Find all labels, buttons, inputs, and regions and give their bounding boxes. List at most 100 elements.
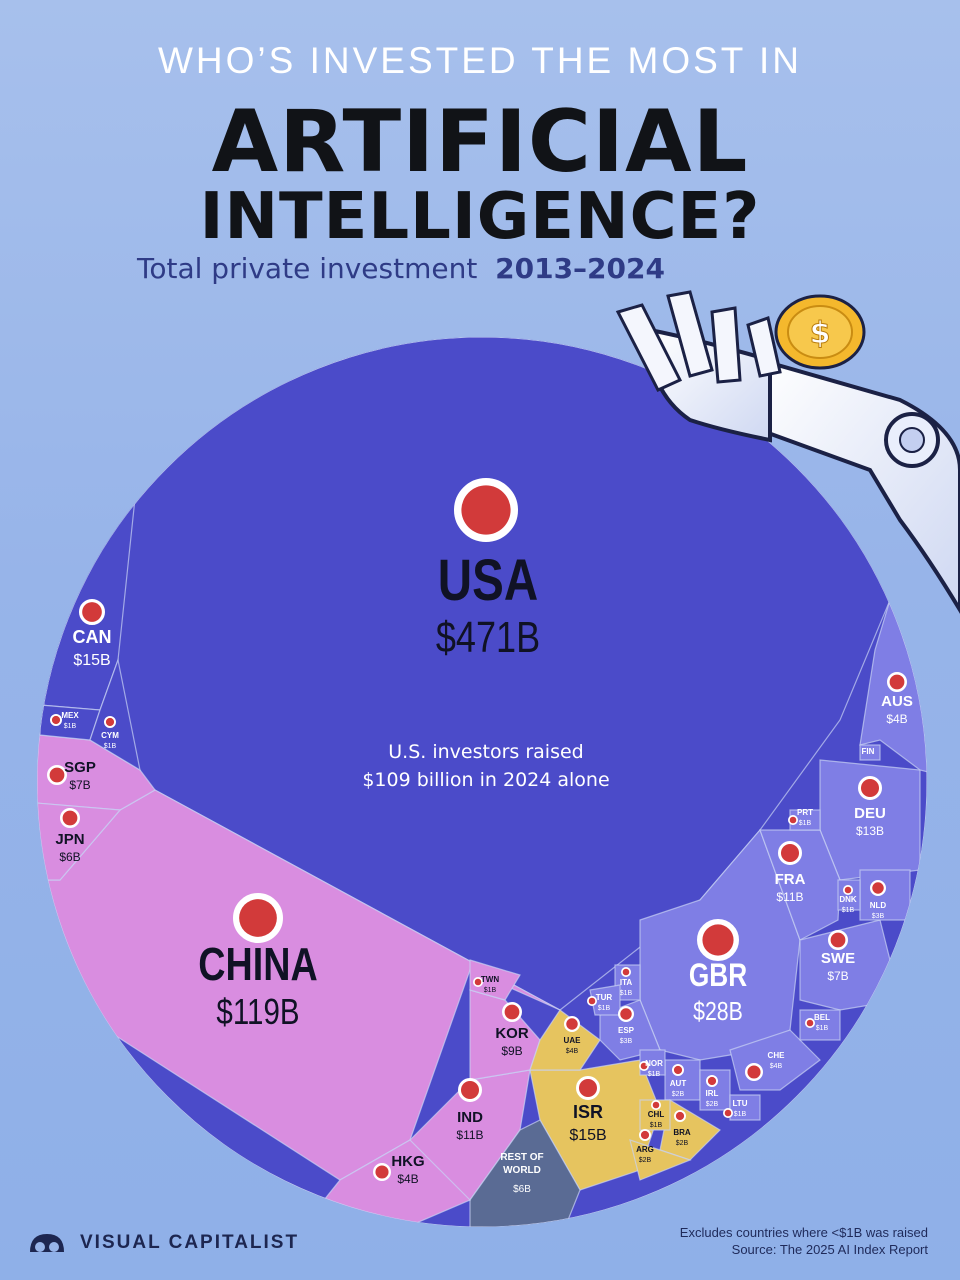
- cell-rest-of-world: [469, 1119, 581, 1227]
- country-code-nor: NOR: [645, 1059, 663, 1068]
- flag-fill-ind: [460, 1080, 480, 1100]
- value-label-sgp: $7B: [69, 778, 90, 792]
- flag-fill-usa: [461, 485, 511, 535]
- flag-fill-arg: [640, 1130, 650, 1140]
- flag-fill-twn: [474, 978, 482, 986]
- title-line-2: INTELLIGENCE?: [199, 180, 761, 254]
- value-label-nor: $1B: [648, 1071, 661, 1078]
- value-label-ita: $1B: [620, 990, 633, 997]
- brand-name: VISUAL CAPITALIST: [80, 1232, 300, 1253]
- country-code-twn: TWN: [481, 975, 499, 984]
- value-label-fra: $11B: [776, 890, 803, 904]
- value-label-twn: $1B: [484, 987, 497, 994]
- country-code-esp: ESP: [618, 1026, 635, 1035]
- source-note: Source: The 2025 AI Index Report: [731, 1242, 928, 1257]
- cell-fin: [859, 744, 881, 761]
- country-code-prt: PRT: [797, 808, 813, 817]
- country-code-ltu: LTU: [733, 1099, 748, 1108]
- country-code-fin: FIN: [862, 747, 875, 756]
- flag-fill-swe: [830, 932, 846, 948]
- brand-logo: VISUAL CAPITALIST: [26, 1228, 299, 1258]
- country-code-bel: BEL: [814, 1013, 830, 1022]
- value-label-bel: $1B: [816, 1025, 829, 1032]
- value-label-nld: $3B: [872, 913, 885, 920]
- usa-annotation-line-2: $109 billion in 2024 alone: [362, 769, 609, 791]
- value-label-chl: $1B: [650, 1122, 663, 1129]
- value-label-rest-of-world: $6B: [513, 1184, 531, 1195]
- flag-fill-deu: [860, 778, 880, 798]
- flag-fill-ltu: [724, 1109, 732, 1117]
- flag-fill-aut: [673, 1065, 683, 1075]
- value-label-uae: $4B: [566, 1048, 579, 1055]
- country-code-swe: SWE: [821, 950, 855, 967]
- country-code-gbr: GBR: [689, 959, 747, 994]
- robot-hand-illustration: $: [615, 290, 960, 614]
- robot-finger-2: [666, 290, 714, 378]
- country-code-mex: MEX: [61, 711, 79, 720]
- cell-cym: [89, 657, 141, 772]
- subtitle-years: 2013–2024: [495, 252, 665, 285]
- cell-chl: [639, 1099, 671, 1131]
- flag-fill-che: [747, 1065, 761, 1079]
- value-label-hkg: $4B: [397, 1172, 418, 1186]
- flag-fill-dnk: [844, 886, 852, 894]
- country-code-deu: DEU: [854, 805, 886, 822]
- country-code-ita: ITA: [620, 978, 633, 987]
- value-label-usa: $471B: [436, 613, 540, 662]
- flag-fill-bra: [675, 1111, 685, 1121]
- value-label-swe: $7B: [827, 969, 848, 983]
- country-code-nld: NLD: [870, 901, 887, 910]
- flag-fill-aus: [889, 674, 905, 690]
- cell-bel: [799, 1009, 841, 1041]
- value-label-ltu: $1B: [734, 1111, 747, 1118]
- country-code-isr: ISR: [573, 1102, 603, 1122]
- cell-twn: [469, 959, 521, 1001]
- value-label-can: $15B: [73, 652, 110, 669]
- country-code-jpn: JPN: [55, 831, 84, 848]
- cell-arg: [629, 1139, 692, 1181]
- svg-text:$: $: [810, 316, 831, 351]
- flag-fill-tur: [588, 997, 596, 1005]
- robot-finger-1: [615, 303, 683, 392]
- flag-fill-nld: [872, 882, 884, 894]
- value-label-gbr: $28B: [693, 997, 743, 1027]
- flag-fill-cym: [105, 717, 115, 727]
- value-label-ind: $11B: [456, 1128, 483, 1142]
- robot-finger-4: [746, 316, 782, 378]
- cell-dnk: [837, 879, 861, 911]
- flag-fill-ita: [622, 968, 630, 976]
- usa-annotation-line-1: U.S. investors raised: [388, 741, 583, 763]
- subtitle: Total private investment 2013–2024: [137, 252, 665, 285]
- country-code-tur: TUR: [596, 993, 613, 1002]
- country-code-arg: ARG: [636, 1145, 654, 1154]
- flag-fill-hkg: [375, 1165, 389, 1179]
- title-line-1: ARTIFICIAL: [211, 92, 749, 192]
- country-code-sgp: SGP: [64, 759, 96, 776]
- flag-fill-prt: [789, 816, 797, 824]
- flag-fill-fra: [780, 843, 800, 863]
- flag-fill-esp: [620, 1008, 632, 1020]
- country-code-usa: USA: [438, 549, 538, 614]
- value-label-deu: $13B: [856, 824, 884, 838]
- country-code-che: CHE: [768, 1051, 786, 1060]
- value-label-arg: $2B: [639, 1157, 652, 1164]
- flag-fill-kor: [504, 1004, 520, 1020]
- footnote: Excludes countries where <$1B was raised…: [680, 1224, 928, 1258]
- country-code-dnk: DNK: [839, 895, 857, 904]
- country-code-uae: UAE: [564, 1036, 582, 1045]
- cell-nld: [859, 869, 911, 921]
- value-label-dnk: $1B: [842, 907, 855, 914]
- flag-fill-uae: [566, 1018, 578, 1030]
- value-label-cym: $1B: [104, 743, 117, 750]
- country-code-cym: CYM: [101, 731, 119, 740]
- flag-fill-china: [239, 899, 277, 937]
- country-code-bra: BRA: [673, 1128, 691, 1137]
- value-label-china: $119B: [216, 991, 299, 1031]
- flag-fill-chl: [652, 1101, 660, 1109]
- value-label-bra: $2B: [676, 1140, 689, 1147]
- country-code-hkg: HKG: [391, 1153, 424, 1170]
- value-label-tur: $1B: [598, 1005, 611, 1012]
- kicker-heading: WHO’S INVESTED THE MOST IN: [157, 40, 803, 81]
- flag-fill-nor: [640, 1062, 648, 1070]
